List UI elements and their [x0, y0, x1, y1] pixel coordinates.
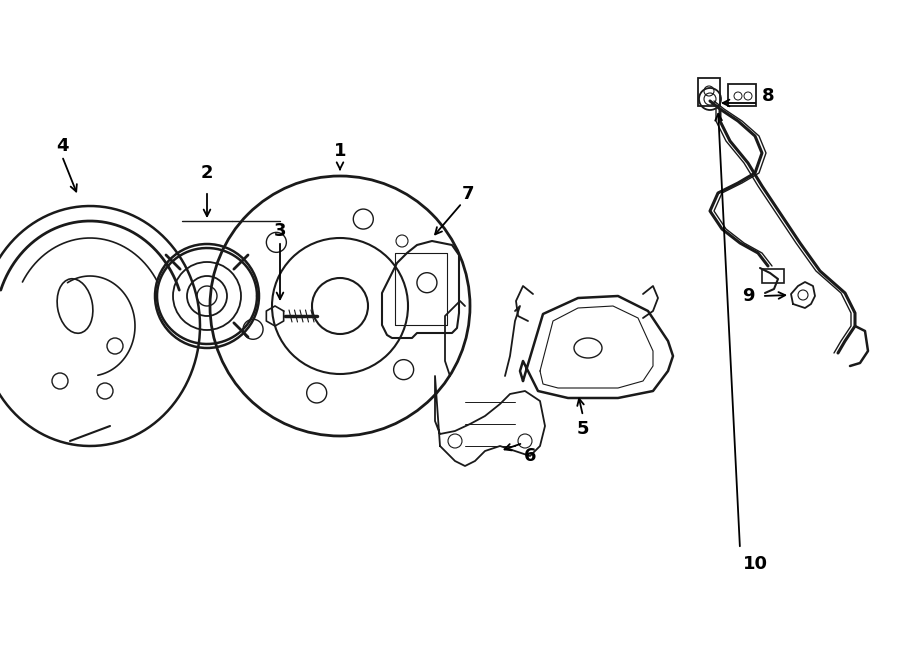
Text: 5: 5 [577, 420, 590, 438]
Text: 1: 1 [334, 142, 346, 160]
Text: 10: 10 [742, 555, 768, 573]
Bar [698, 78, 720, 106]
Text: 8: 8 [761, 87, 774, 105]
Text: 4: 4 [56, 137, 68, 155]
Text: 6: 6 [524, 447, 536, 465]
Bar [762, 269, 784, 283]
Text: 9: 9 [742, 287, 754, 305]
Text: 3: 3 [274, 222, 286, 240]
Text: 7: 7 [462, 185, 474, 203]
Bar [728, 84, 756, 106]
Text: 2: 2 [201, 164, 213, 182]
